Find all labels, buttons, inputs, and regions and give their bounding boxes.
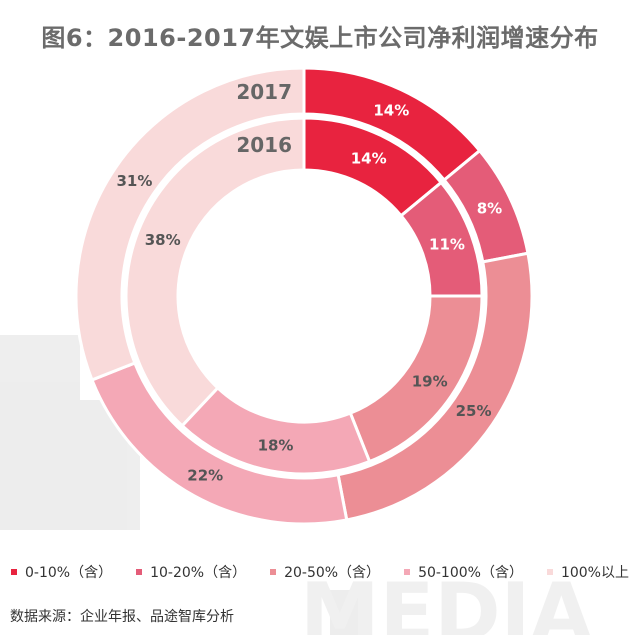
data-label-2016-0: 14% <box>351 149 387 167</box>
legend-label: 50-100%（含） <box>418 565 523 581</box>
legend-swatch <box>136 569 143 575</box>
data-label-2016-3: 18% <box>258 436 294 454</box>
legend-label: 0-10%（含） <box>25 565 113 581</box>
source-note: 数据来源：企业年报、品途智库分析 <box>10 609 234 625</box>
legend-swatch <box>270 569 277 575</box>
data-label-2016-2: 19% <box>412 372 448 390</box>
series-label-2017: 2017 <box>236 80 292 104</box>
legend-label: 100%以上 <box>560 565 629 581</box>
legend-swatch <box>546 569 553 575</box>
data-label-2017-0: 14% <box>373 102 409 120</box>
legend-label: 20-50%（含） <box>284 565 381 581</box>
watermark-logo: MEDIA <box>0 335 592 635</box>
legend-item-3: 50-100%（含） <box>404 562 523 582</box>
legend-item-4: 100%以上 <box>546 562 629 582</box>
data-label-2017-3: 22% <box>187 467 223 485</box>
chart-legend: 0-10%（含） 10-20%（含） 20-50%（含） 50-100%（含） 100%… <box>0 562 640 582</box>
slice-2016-4 <box>124 116 306 428</box>
data-label-2016-4: 38% <box>145 231 181 249</box>
series-label-2016: 2016 <box>236 133 292 157</box>
data-label-2016-1: 11% <box>429 236 465 254</box>
legend-label: 10-20%（含） <box>150 565 247 581</box>
watermark-text: MEDIA <box>300 566 592 635</box>
legend-item-1: 10-20%（含） <box>136 562 246 582</box>
legend-item-2: 20-50%（含） <box>270 562 380 582</box>
legend-item-0: 0-10%（含） <box>11 562 112 582</box>
data-label-2017-4: 31% <box>116 172 152 190</box>
legend-swatch <box>11 569 18 575</box>
legend-swatch <box>404 569 411 575</box>
data-label-2017-1: 8% <box>477 200 502 218</box>
chart-title: 图6：2016-2017年文娱上市公司净利润增速分布 <box>41 24 599 52</box>
slice-2017-4 <box>74 66 306 382</box>
data-label-2017-2: 25% <box>456 402 492 420</box>
